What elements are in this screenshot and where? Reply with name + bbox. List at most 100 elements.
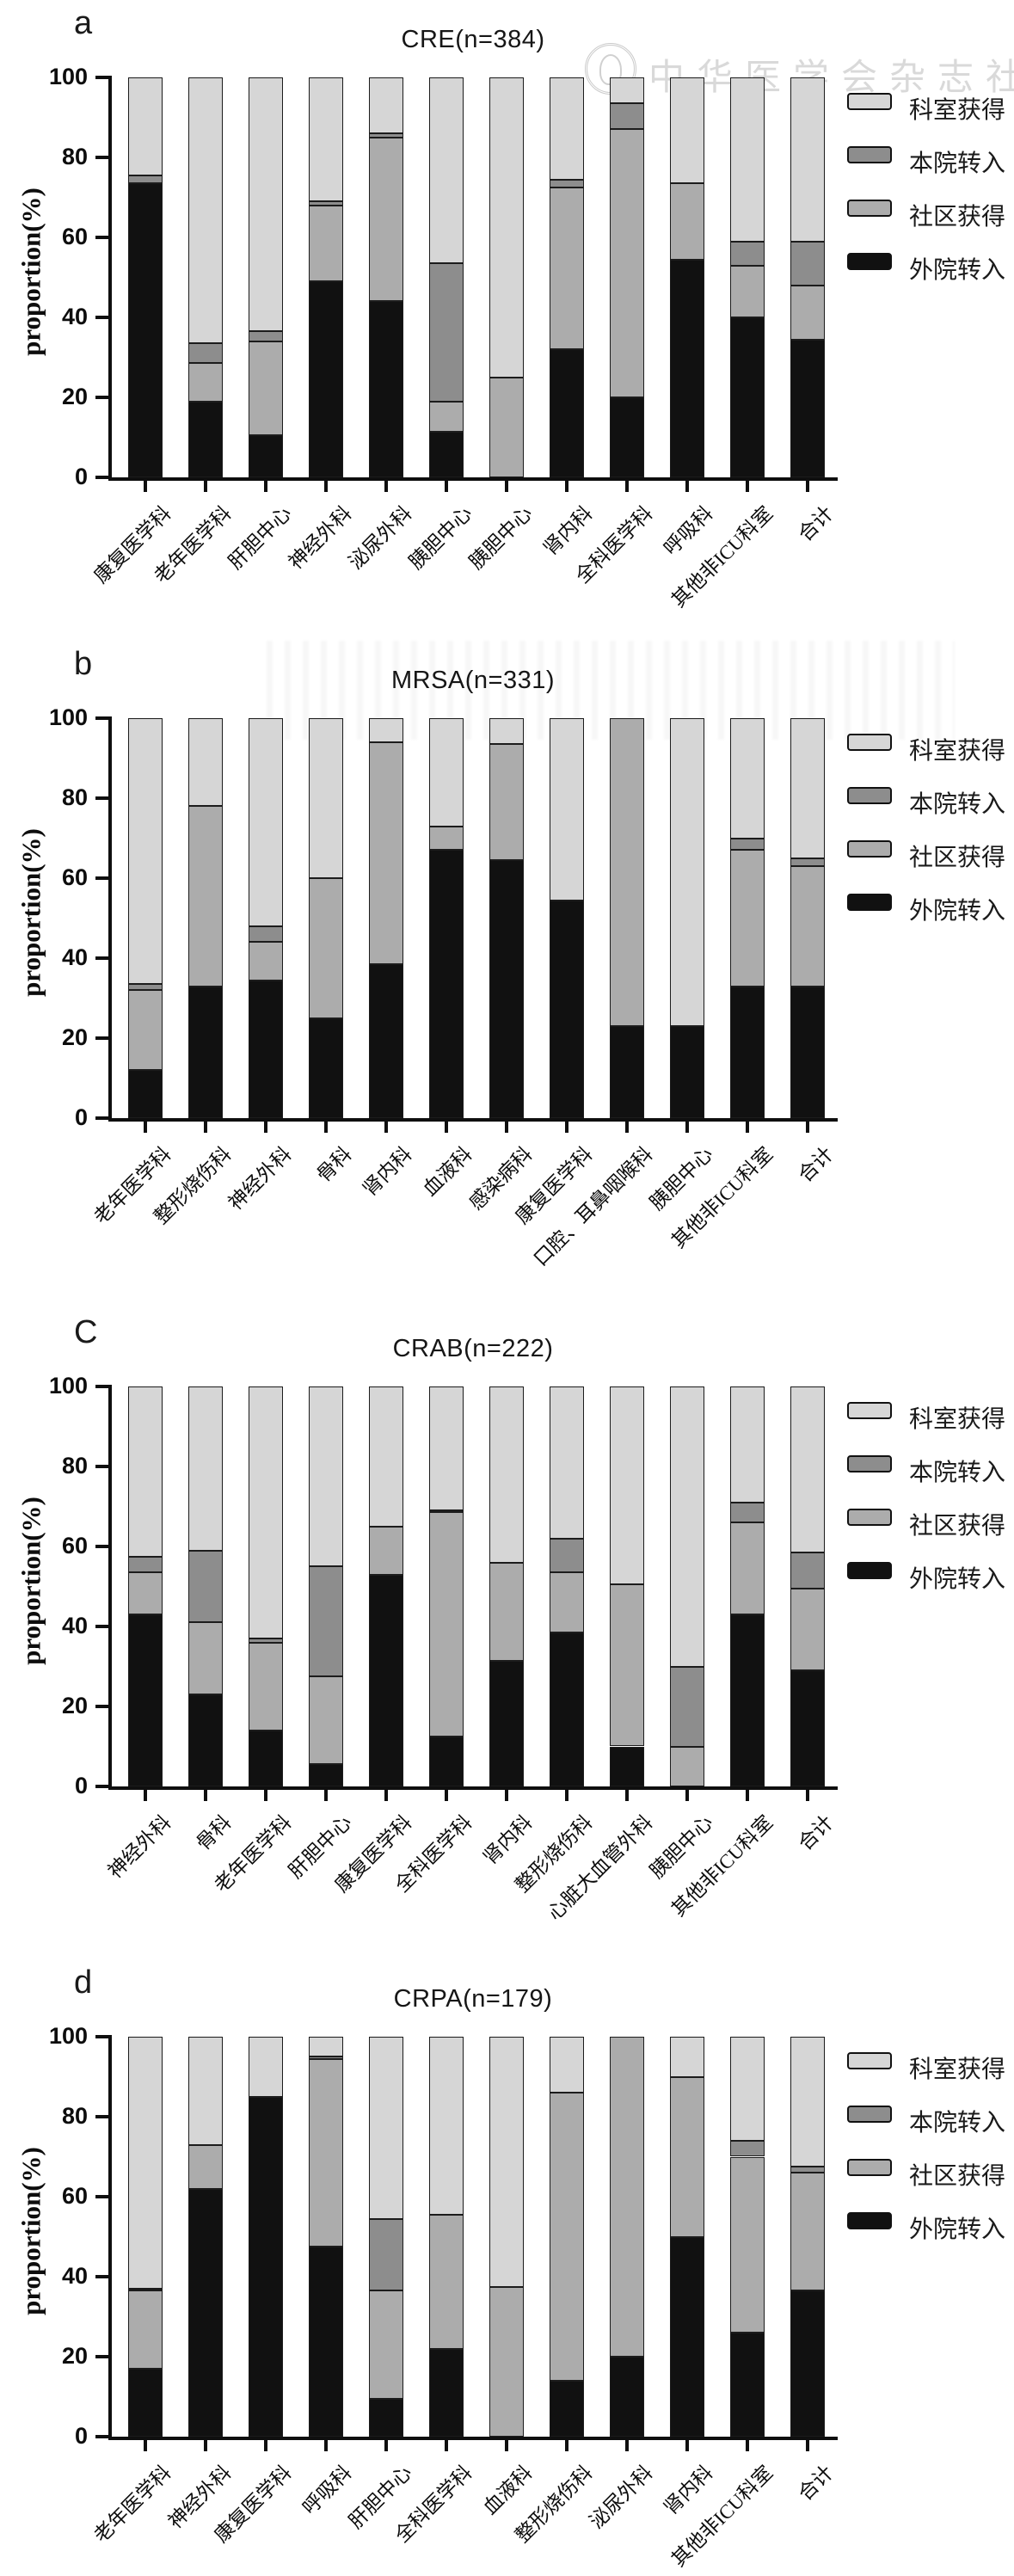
legend-swatch-icon	[847, 787, 892, 804]
bar-segment	[790, 1552, 825, 1589]
legend-label: 社区获得	[909, 1513, 1006, 1540]
bar-segment	[369, 1526, 403, 1575]
legend-swatch-icon	[847, 1562, 892, 1579]
y-tick-label: 60	[61, 1533, 88, 1559]
bar-segment	[610, 1584, 644, 1747]
y-tick	[95, 1465, 108, 1468]
bar-segment	[128, 183, 163, 477]
legend-swatch-icon	[847, 894, 892, 911]
x-tick	[264, 1122, 267, 1133]
x-axis-line	[108, 477, 838, 481]
x-tick	[264, 481, 267, 492]
bar-segment	[369, 718, 403, 742]
bar-segment	[128, 1070, 163, 1118]
bar-segment	[188, 986, 223, 1118]
y-tick-label: 20	[61, 2343, 88, 2369]
y-axis-line	[108, 716, 112, 1122]
bar-segment	[128, 1386, 163, 1557]
x-category-label: 神经外科	[284, 501, 356, 574]
x-tick	[565, 2440, 568, 2451]
y-tick	[95, 716, 108, 720]
bar-segment	[369, 2398, 403, 2437]
bar-segment	[128, 2368, 163, 2437]
y-tick-label: 100	[48, 704, 88, 730]
bar-segment	[790, 2167, 825, 2173]
bar-segment	[550, 1572, 584, 1632]
y-tick-label: 100	[48, 2023, 88, 2049]
x-tick	[806, 1122, 809, 1133]
bar-segment	[670, 183, 704, 260]
bar-segment	[790, 1588, 825, 1671]
x-tick	[565, 1790, 568, 1801]
bar-segment	[550, 2380, 584, 2437]
legend-label: 外院转入	[909, 898, 1006, 925]
x-tick	[144, 481, 147, 492]
bar-segment	[550, 2037, 584, 2093]
bar-segment	[489, 1386, 524, 1563]
x-tick	[746, 1122, 749, 1133]
bar-segment	[188, 2144, 223, 2189]
bar-segment	[730, 241, 765, 266]
bar-segment	[188, 1622, 223, 1695]
y-tick-label: 40	[61, 304, 88, 329]
bar-segment	[128, 2037, 163, 2289]
bar-segment	[249, 77, 283, 332]
x-category-label: 肾内科	[359, 1142, 416, 1201]
x-tick	[144, 1790, 147, 1801]
x-category-label: 合计	[794, 1142, 838, 1187]
bar-segment	[369, 2037, 403, 2219]
bar-segment	[249, 341, 283, 436]
bar-segment	[550, 900, 584, 1118]
panel-c: C CRAB(n=222) proportion(%) 0 20 40 60 80 100…	[0, 1309, 1014, 1954]
bar-segment	[369, 2290, 403, 2399]
panel-letter-b: b	[74, 646, 93, 682]
bar-segment	[489, 1562, 524, 1661]
legend-swatch-icon	[847, 2106, 892, 2123]
bar-segment	[369, 137, 403, 302]
bar-segment	[730, 1502, 765, 1523]
bar-segment	[670, 1666, 704, 1747]
legend-swatch-icon	[847, 253, 892, 270]
bar-segment	[249, 2037, 283, 2097]
bar-segment	[369, 133, 403, 138]
y-tick-label: 80	[61, 1453, 88, 1479]
legend-label: 外院转入	[909, 2216, 1006, 2243]
y-tick	[95, 2435, 108, 2438]
y-tick	[95, 2275, 108, 2278]
bar-segment	[429, 1510, 464, 1513]
bar-segment	[429, 826, 464, 851]
legend-swatch-icon	[847, 1402, 892, 1419]
bar-segment	[550, 1538, 584, 1573]
bar-segment	[429, 1512, 464, 1737]
x-tick	[204, 1122, 207, 1133]
y-tick-label: 0	[74, 2423, 88, 2449]
bar-segment	[188, 1550, 223, 1623]
bar-segment	[188, 1386, 223, 1551]
bar-segment	[188, 806, 223, 987]
y-tick-label: 40	[61, 2263, 88, 2289]
y-axis-label: proportion(%)	[15, 828, 46, 997]
x-category-label: 神经外科	[224, 1142, 296, 1214]
y-tick-label: 60	[61, 224, 88, 249]
legend-swatch-icon	[847, 2159, 892, 2176]
panel-letter-d: d	[74, 1964, 93, 2001]
y-axis-line	[108, 76, 112, 481]
bar-segment	[670, 77, 704, 184]
y-axis-line	[108, 2035, 112, 2440]
x-tick	[505, 1122, 508, 1133]
bar-segment	[610, 2037, 644, 2357]
bar-segment	[188, 363, 223, 402]
bar-segment	[670, 1386, 704, 1667]
bar-segment	[790, 858, 825, 867]
bar-segment	[249, 435, 283, 477]
y-tick-label: 60	[61, 864, 88, 890]
x-tick	[806, 481, 809, 492]
bar-segment	[790, 339, 825, 477]
y-tick	[95, 876, 108, 880]
bar-segment	[128, 2288, 163, 2291]
bar-segment	[610, 77, 644, 104]
bar-segment	[369, 301, 403, 477]
bar-segment	[128, 1572, 163, 1615]
x-axis-line	[108, 2437, 838, 2440]
